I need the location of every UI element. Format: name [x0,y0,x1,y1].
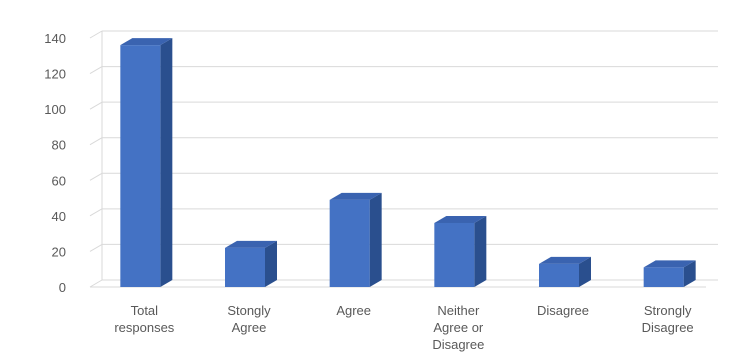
x-category-label: Strongly Disagree [642,303,694,335]
bar-side [579,256,591,287]
x-category-label: Stongly Agree [227,303,271,335]
gridline-depth [89,208,103,217]
gridline-depth [89,30,103,39]
bar-side [369,192,382,287]
bar-top [225,240,277,248]
x-category-label: Disagree [537,303,589,318]
y-axis-ticks: 0 20 40 60 80 100 120 140 [44,31,66,295]
x-category-label: Neither Agree or Disagree [432,303,484,352]
bar-front [539,263,579,287]
y-tick-label: 20 [52,244,66,259]
gridline-depth [89,137,103,146]
bar-front [120,45,161,287]
y-tick-label: 140 [44,31,66,46]
bar [643,260,696,287]
bar-side [683,260,696,287]
gridline-depth [89,101,103,110]
bar [120,38,173,287]
bar-top [434,215,487,223]
gridline-depth [89,66,103,75]
bar-top [120,38,173,46]
bar-side [160,38,173,287]
bar-top [643,260,696,268]
y-tick-label: 120 [44,67,66,82]
bar-front [329,199,370,287]
bar-top [329,192,382,200]
bar [434,215,487,287]
bar-front [643,267,684,287]
x-category-label: Total responses [114,303,174,335]
bar-front [225,247,265,287]
bar-top [539,256,591,264]
y-tick-label: 0 [59,280,66,295]
bar [329,192,382,287]
bar-side [474,215,487,287]
y-tick-label: 100 [44,102,66,117]
bar [225,240,277,287]
y-tick-label: 40 [52,209,66,224]
bar-side [265,240,277,287]
y-tick-label: 60 [52,173,66,188]
bars [120,38,696,287]
gridline-depth [89,172,103,181]
bar-front [434,222,475,287]
x-axis-categories: Total responses Stongly Agree Agree Neither Ag… [114,303,693,352]
gridline-depth [89,279,103,288]
bar [539,256,591,287]
y-tick-label: 80 [52,138,66,153]
x-category-label: Agree [336,303,371,318]
gridlines [89,30,718,288]
gridline-depth [89,243,103,252]
